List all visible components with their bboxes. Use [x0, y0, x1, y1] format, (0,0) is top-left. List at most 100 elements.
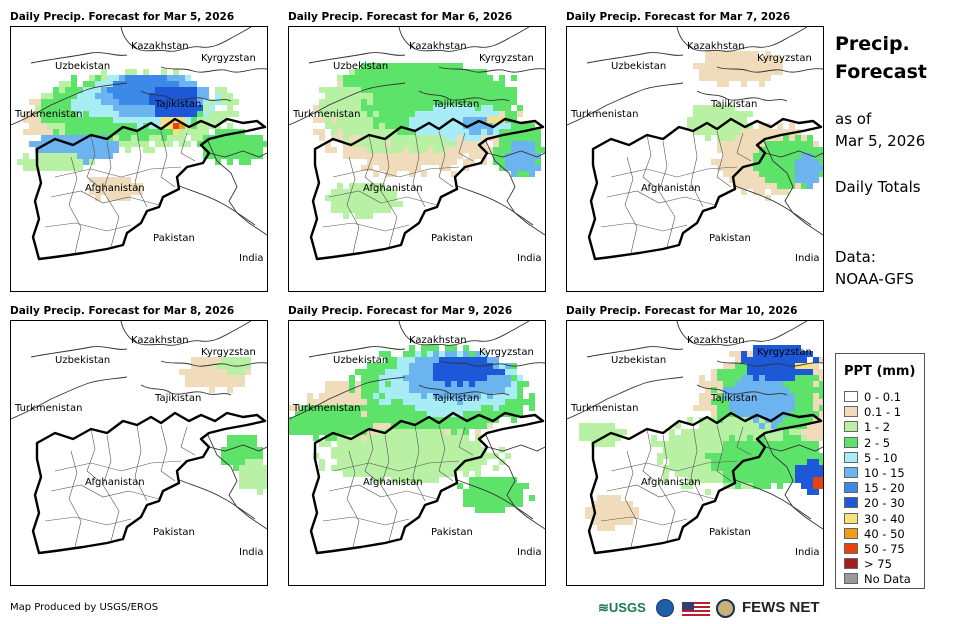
panel-title: Daily Precip. Forecast for Mar 9, 2026 — [288, 305, 513, 317]
legend-swatch — [844, 543, 858, 554]
map-svg: Kazakhstan Uzbekistan Kyrgyzstan Tajikistan… — [289, 27, 545, 264]
map-svg: Kazakhstan Uzbekistan Kyrgyzstan Tajikistan… — [11, 27, 267, 264]
legend-item: > 75 — [844, 557, 892, 571]
info-title: Precip. Forecast — [835, 30, 927, 86]
usaid-seal-icon — [716, 599, 735, 618]
data-label: Data: — [835, 248, 876, 266]
label-kazakhstan: Kazakhstan — [409, 335, 467, 346]
legend-swatch — [844, 436, 858, 448]
label-kyrgyzstan: Kyrgyzstan — [479, 53, 534, 64]
label-india: India — [517, 253, 542, 264]
data-source-block: Data: NOAA-GFS — [835, 246, 914, 290]
legend-item: 0.1 - 1 — [844, 405, 901, 419]
label-tajikistan: Tajikistan — [154, 393, 201, 404]
label-turkmenistan: Turkmenistan — [292, 109, 360, 120]
label-kyrgyzstan: Kyrgyzstan — [757, 53, 812, 64]
legend-swatch — [844, 558, 858, 570]
label-tajikistan: Tajikistan — [432, 393, 479, 404]
label-kazakhstan: Kazakhstan — [687, 335, 745, 346]
label-afghanistan: Afghanistan — [641, 183, 701, 194]
legend-item: No Data — [844, 572, 911, 586]
legend-swatch — [844, 573, 858, 585]
legend-swatch — [844, 497, 858, 509]
panel-title: Daily Precip. Forecast for Mar 5, 2026 — [10, 11, 235, 23]
legend-item: 5 - 10 — [844, 451, 897, 465]
legend-item: 0 - 0.1 — [844, 390, 901, 404]
afghanistan-border — [309, 411, 545, 555]
forecast-map: Kazakhstan Uzbekistan Kyrgyzstan Tajikistan… — [10, 26, 268, 292]
label-india: India — [517, 547, 542, 558]
legend-swatch — [844, 512, 858, 524]
label-india: India — [795, 547, 820, 558]
label-afghanistan: Afghanistan — [363, 183, 423, 194]
as-of-block: as of Mar 5, 2026 — [835, 108, 925, 152]
legend-label: 20 - 30 — [864, 496, 905, 511]
label-turkmenistan: Turkmenistan — [292, 403, 360, 414]
afghanistan-border — [31, 411, 267, 555]
label-afghanistan: Afghanistan — [641, 477, 701, 488]
legend-label: 2 - 5 — [864, 435, 891, 450]
afghanistan-border — [309, 117, 545, 261]
label-pakistan: Pakistan — [431, 527, 473, 538]
label-uzbekistan: Uzbekistan — [333, 61, 388, 72]
panel-title: Daily Precip. Forecast for Mar 6, 2026 — [288, 11, 513, 23]
map-svg: Kazakhstan Uzbekistan Kyrgyzstan Tajikistan… — [567, 27, 823, 264]
label-afghanistan: Afghanistan — [85, 183, 145, 194]
afghanistan-border — [587, 411, 823, 555]
label-turkmenistan: Turkmenistan — [570, 403, 638, 414]
as-of-date: Mar 5, 2026 — [835, 132, 926, 150]
legend-item: 20 - 30 — [844, 496, 905, 510]
legend-swatch — [844, 482, 858, 494]
label-tajikistan: Tajikistan — [432, 99, 479, 110]
label-tajikistan: Tajikistan — [154, 99, 201, 110]
label-pakistan: Pakistan — [431, 233, 473, 244]
legend-label: 15 - 20 — [864, 481, 905, 496]
legend-title: PPT (mm) — [844, 364, 916, 379]
legend-label: 0 - 0.1 — [864, 390, 902, 404]
label-india: India — [239, 547, 264, 558]
legend-item: 50 - 75 — [844, 542, 905, 556]
label-afghanistan: Afghanistan — [85, 477, 145, 488]
legend-item: 30 - 40 — [844, 512, 905, 526]
label-uzbekistan: Uzbekistan — [55, 61, 110, 72]
afghanistan-border — [587, 117, 823, 261]
legend-label: 10 - 15 — [864, 466, 905, 480]
info-title-line2: Forecast — [835, 61, 927, 83]
noaa-logo — [656, 599, 674, 617]
label-uzbekistan: Uzbekistan — [55, 355, 110, 366]
legend-label: 50 - 75 — [864, 542, 905, 556]
legend-item: 2 - 5 — [844, 436, 890, 450]
afghanistan-border — [31, 117, 267, 261]
legend-swatch — [844, 406, 858, 418]
label-pakistan: Pakistan — [153, 527, 195, 538]
panel-title: Daily Precip. Forecast for Mar 10, 2026 — [566, 305, 798, 317]
legend-item: 10 - 15 — [844, 466, 905, 480]
label-india: India — [795, 253, 820, 264]
forecast-map: Kazakhstan Uzbekistan Kyrgyzstan Tajikistan… — [566, 320, 824, 586]
legend-label: 5 - 10 — [864, 450, 898, 465]
label-afghanistan: Afghanistan — [363, 477, 423, 488]
info-title-line1: Precip. — [835, 33, 910, 55]
panel-title: Daily Precip. Forecast for Mar 7, 2026 — [566, 11, 791, 23]
map-svg: Kazakhstan Uzbekistan Kyrgyzstan Tajikistan… — [11, 321, 267, 558]
panel-title: Daily Precip. Forecast for Mar 8, 2026 — [10, 305, 235, 317]
label-tajikistan: Tajikistan — [710, 99, 757, 110]
legend-label: 0.1 - 1 — [864, 405, 902, 420]
us-flag-icon — [682, 602, 710, 617]
daily-totals-label: Daily Totals — [835, 178, 921, 196]
legend-label: No Data — [864, 572, 911, 587]
label-kyrgyzstan: Kyrgyzstan — [201, 53, 256, 64]
map-svg: Kazakhstan Uzbekistan Kyrgyzstan Tajikistan… — [289, 321, 545, 558]
legend-item: 15 - 20 — [844, 481, 905, 495]
label-kyrgyzstan: Kyrgyzstan — [201, 347, 256, 358]
legend-label: 1 - 2 — [864, 420, 891, 435]
label-uzbekistan: Uzbekistan — [611, 355, 666, 366]
legend-swatch — [844, 527, 858, 539]
legend-swatch — [844, 421, 858, 433]
forecast-map: Kazakhstan Uzbekistan Kyrgyzstan Tajikistan… — [566, 26, 824, 292]
label-turkmenistan: Turkmenistan — [570, 109, 638, 120]
label-kazakhstan: Kazakhstan — [131, 335, 189, 346]
map-credit: Map Produced by USGS/EROS — [10, 602, 159, 613]
label-turkmenistan: Turkmenistan — [14, 109, 82, 120]
